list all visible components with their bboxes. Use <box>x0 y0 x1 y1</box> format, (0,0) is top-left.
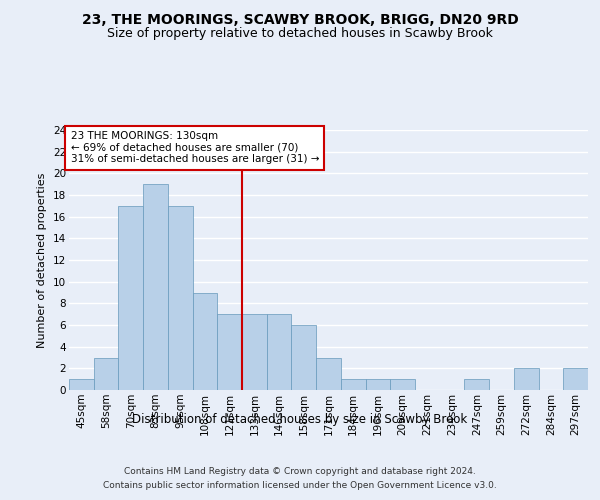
Bar <box>563 368 588 390</box>
Text: Distribution of detached houses by size in Scawby Brook: Distribution of detached houses by size … <box>133 412 467 426</box>
Bar <box>267 314 292 390</box>
Y-axis label: Number of detached properties: Number of detached properties <box>37 172 47 348</box>
Bar <box>464 379 489 390</box>
Bar <box>193 292 217 390</box>
Bar <box>292 325 316 390</box>
Bar <box>217 314 242 390</box>
Bar <box>168 206 193 390</box>
Bar <box>316 358 341 390</box>
Text: 23 THE MOORINGS: 130sqm
← 69% of detached houses are smaller (70)
31% of semi-de: 23 THE MOORINGS: 130sqm ← 69% of detache… <box>71 132 319 164</box>
Bar <box>69 379 94 390</box>
Bar <box>341 379 365 390</box>
Bar <box>143 184 168 390</box>
Bar <box>514 368 539 390</box>
Text: 23, THE MOORINGS, SCAWBY BROOK, BRIGG, DN20 9RD: 23, THE MOORINGS, SCAWBY BROOK, BRIGG, D… <box>82 12 518 26</box>
Bar <box>242 314 267 390</box>
Bar <box>365 379 390 390</box>
Bar <box>118 206 143 390</box>
Bar <box>390 379 415 390</box>
Text: Contains HM Land Registry data © Crown copyright and database right 2024.: Contains HM Land Registry data © Crown c… <box>124 468 476 476</box>
Bar <box>94 358 118 390</box>
Text: Size of property relative to detached houses in Scawby Brook: Size of property relative to detached ho… <box>107 28 493 40</box>
Text: Contains public sector information licensed under the Open Government Licence v3: Contains public sector information licen… <box>103 481 497 490</box>
